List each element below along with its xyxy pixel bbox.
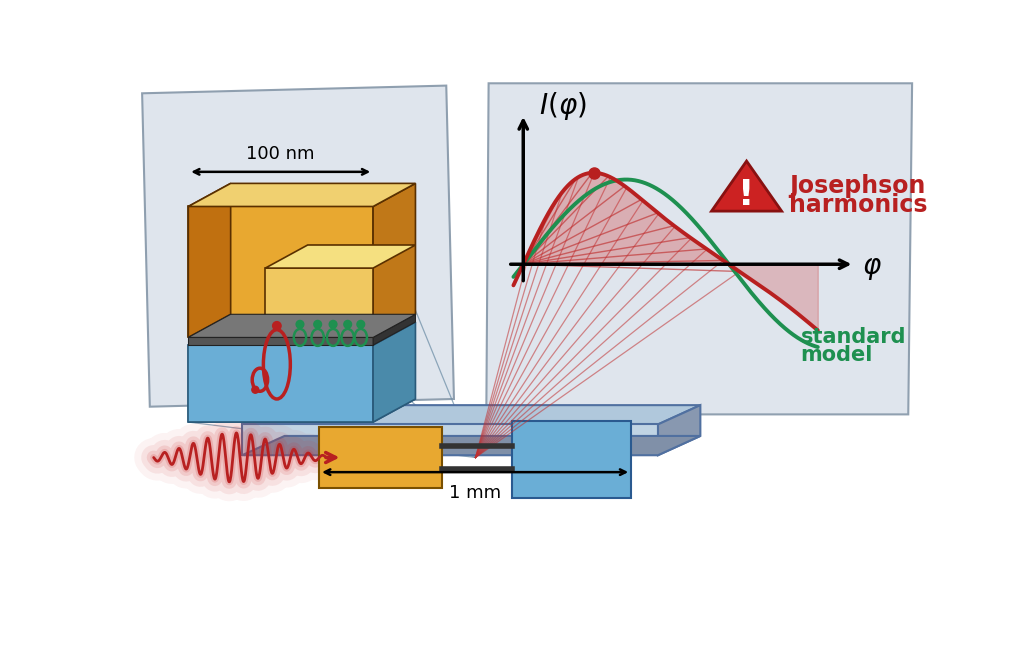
- Polygon shape: [373, 322, 416, 422]
- Polygon shape: [188, 183, 416, 207]
- Polygon shape: [265, 268, 373, 338]
- Polygon shape: [188, 207, 373, 338]
- Polygon shape: [188, 322, 230, 422]
- Text: standard: standard: [801, 328, 906, 348]
- Polygon shape: [243, 436, 700, 455]
- Circle shape: [344, 320, 351, 328]
- Polygon shape: [373, 314, 416, 345]
- Polygon shape: [188, 322, 416, 345]
- Polygon shape: [142, 85, 454, 406]
- Polygon shape: [188, 183, 230, 338]
- Circle shape: [296, 320, 304, 328]
- Circle shape: [252, 387, 259, 393]
- Polygon shape: [373, 183, 416, 338]
- Polygon shape: [658, 405, 700, 455]
- Circle shape: [272, 322, 282, 330]
- Polygon shape: [319, 427, 442, 489]
- Text: model: model: [801, 345, 872, 365]
- Text: 1 mm: 1 mm: [450, 484, 501, 502]
- Polygon shape: [512, 420, 631, 498]
- Polygon shape: [243, 405, 700, 424]
- Text: 100 nm: 100 nm: [247, 144, 315, 163]
- Polygon shape: [712, 161, 781, 211]
- Circle shape: [357, 320, 365, 328]
- Text: harmonics: harmonics: [788, 193, 928, 217]
- Polygon shape: [188, 338, 373, 345]
- Polygon shape: [188, 345, 373, 422]
- Text: !: !: [738, 178, 755, 212]
- Polygon shape: [188, 314, 416, 338]
- Text: Josephson: Josephson: [788, 173, 926, 198]
- Polygon shape: [188, 399, 416, 422]
- Circle shape: [330, 320, 337, 328]
- Polygon shape: [265, 245, 416, 268]
- Text: $I(\varphi)$: $I(\varphi)$: [539, 91, 587, 122]
- Circle shape: [313, 320, 322, 328]
- Polygon shape: [486, 83, 912, 414]
- Text: $\varphi$: $\varphi$: [862, 254, 882, 282]
- Polygon shape: [243, 424, 658, 455]
